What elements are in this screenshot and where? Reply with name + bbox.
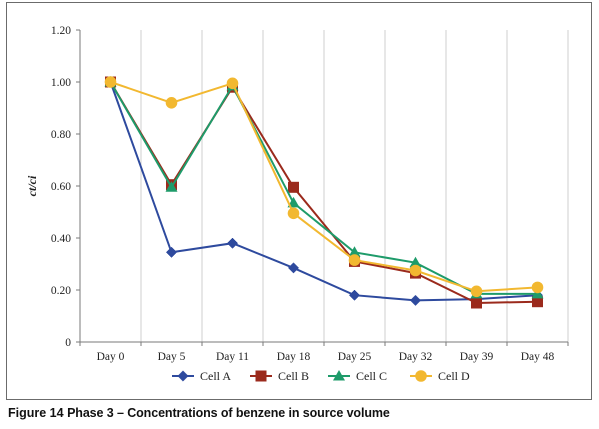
- y-tick-label: 0.40: [51, 233, 71, 245]
- x-tick-label: Day 5: [158, 351, 186, 363]
- x-tick-label: Day 32: [399, 351, 433, 363]
- figure-caption-text: Phase 3 – Concentrations of benzene in s…: [67, 406, 390, 420]
- x-tick-label: Day 0: [97, 351, 125, 363]
- data-point-cell-c: [409, 256, 422, 268]
- data-point-cell-a: [409, 294, 422, 306]
- data-point-cell-d: [348, 254, 361, 266]
- series-line-cell-b: [109, 81, 538, 305]
- x-tick-label: Day 25: [338, 351, 372, 363]
- y-tick-label: 0: [65, 337, 71, 349]
- legend-item-cell-c: Cell C: [328, 369, 387, 383]
- x-tick-label: Day 48: [521, 351, 555, 363]
- data-point-cell-a: [165, 246, 178, 258]
- legend-item-cell-b: Cell B: [250, 369, 309, 383]
- legend-label: Cell D: [438, 369, 470, 383]
- data-point-cell-d: [531, 281, 544, 294]
- legend-label: Cell C: [356, 369, 387, 383]
- legend-label: Cell B: [278, 369, 309, 383]
- x-tick-label: Day 18: [277, 351, 311, 363]
- data-point-cell-d: [470, 285, 483, 298]
- chart-frame: [6, 2, 592, 400]
- x-tick-label: Day 11: [216, 351, 249, 363]
- y-tick-label: 1.20: [51, 25, 71, 37]
- data-point-cell-c: [348, 246, 361, 257]
- data-point-cell-b: [471, 297, 482, 309]
- data-point-cell-c: [165, 181, 178, 192]
- figure-caption: Figure 14 Phase 3 – Concentrations of be…: [8, 406, 390, 420]
- data-point-cell-a: [287, 262, 300, 274]
- figure-label: Figure 14: [8, 406, 64, 420]
- x-tick-label: Day 39: [460, 351, 494, 363]
- data-point-cell-b: [288, 181, 299, 193]
- data-point-cell-d: [409, 264, 422, 277]
- legend-marker: [177, 370, 189, 382]
- y-axis-label: ct/ci: [25, 175, 39, 196]
- data-point-cell-d: [287, 207, 300, 220]
- series-cell-d: [104, 76, 544, 298]
- y-tick-label: 0.60: [51, 181, 71, 193]
- data-point-cell-d: [226, 77, 239, 90]
- legend-marker: [415, 370, 427, 382]
- y-tick-label: 1.00: [51, 77, 71, 89]
- data-point-cell-a: [348, 289, 361, 301]
- data-point-cell-d: [104, 76, 117, 88]
- legend-marker: [255, 370, 267, 382]
- data-point-cell-d: [165, 97, 178, 109]
- legend-item-cell-a: Cell A: [172, 369, 231, 383]
- legend-label: Cell A: [200, 369, 231, 383]
- series-line-cell-d: [110, 81, 538, 293]
- y-tick-label: 0.20: [51, 285, 71, 297]
- data-point-cell-b: [532, 296, 543, 308]
- legend-marker: [333, 370, 345, 381]
- series-line-cell-a: [109, 81, 538, 302]
- legend-item-cell-d: Cell D: [410, 369, 470, 383]
- y-tick-label: 0.80: [51, 129, 71, 141]
- data-point-cell-a: [226, 237, 239, 249]
